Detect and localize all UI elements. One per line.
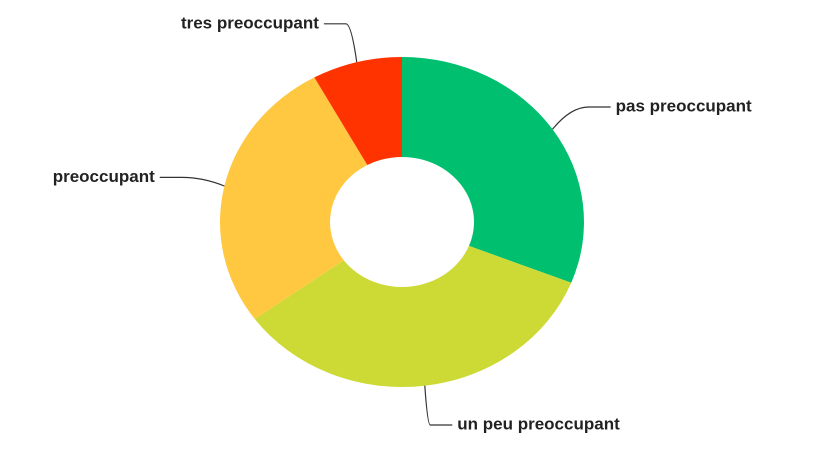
slice-label: un peu preoccupant [457,414,620,433]
donut-segment [314,57,402,166]
donut-segment [402,57,584,283]
slice-label: pas preoccupant [616,96,752,115]
leader-line [159,176,225,187]
leader-line [323,23,358,63]
donut-segment [254,245,572,387]
donut-segment [220,77,368,319]
slice-label: tres preoccupant [181,13,319,32]
leader-line [552,106,611,130]
slice-label: preoccupant [53,167,155,186]
leader-line [424,385,453,426]
